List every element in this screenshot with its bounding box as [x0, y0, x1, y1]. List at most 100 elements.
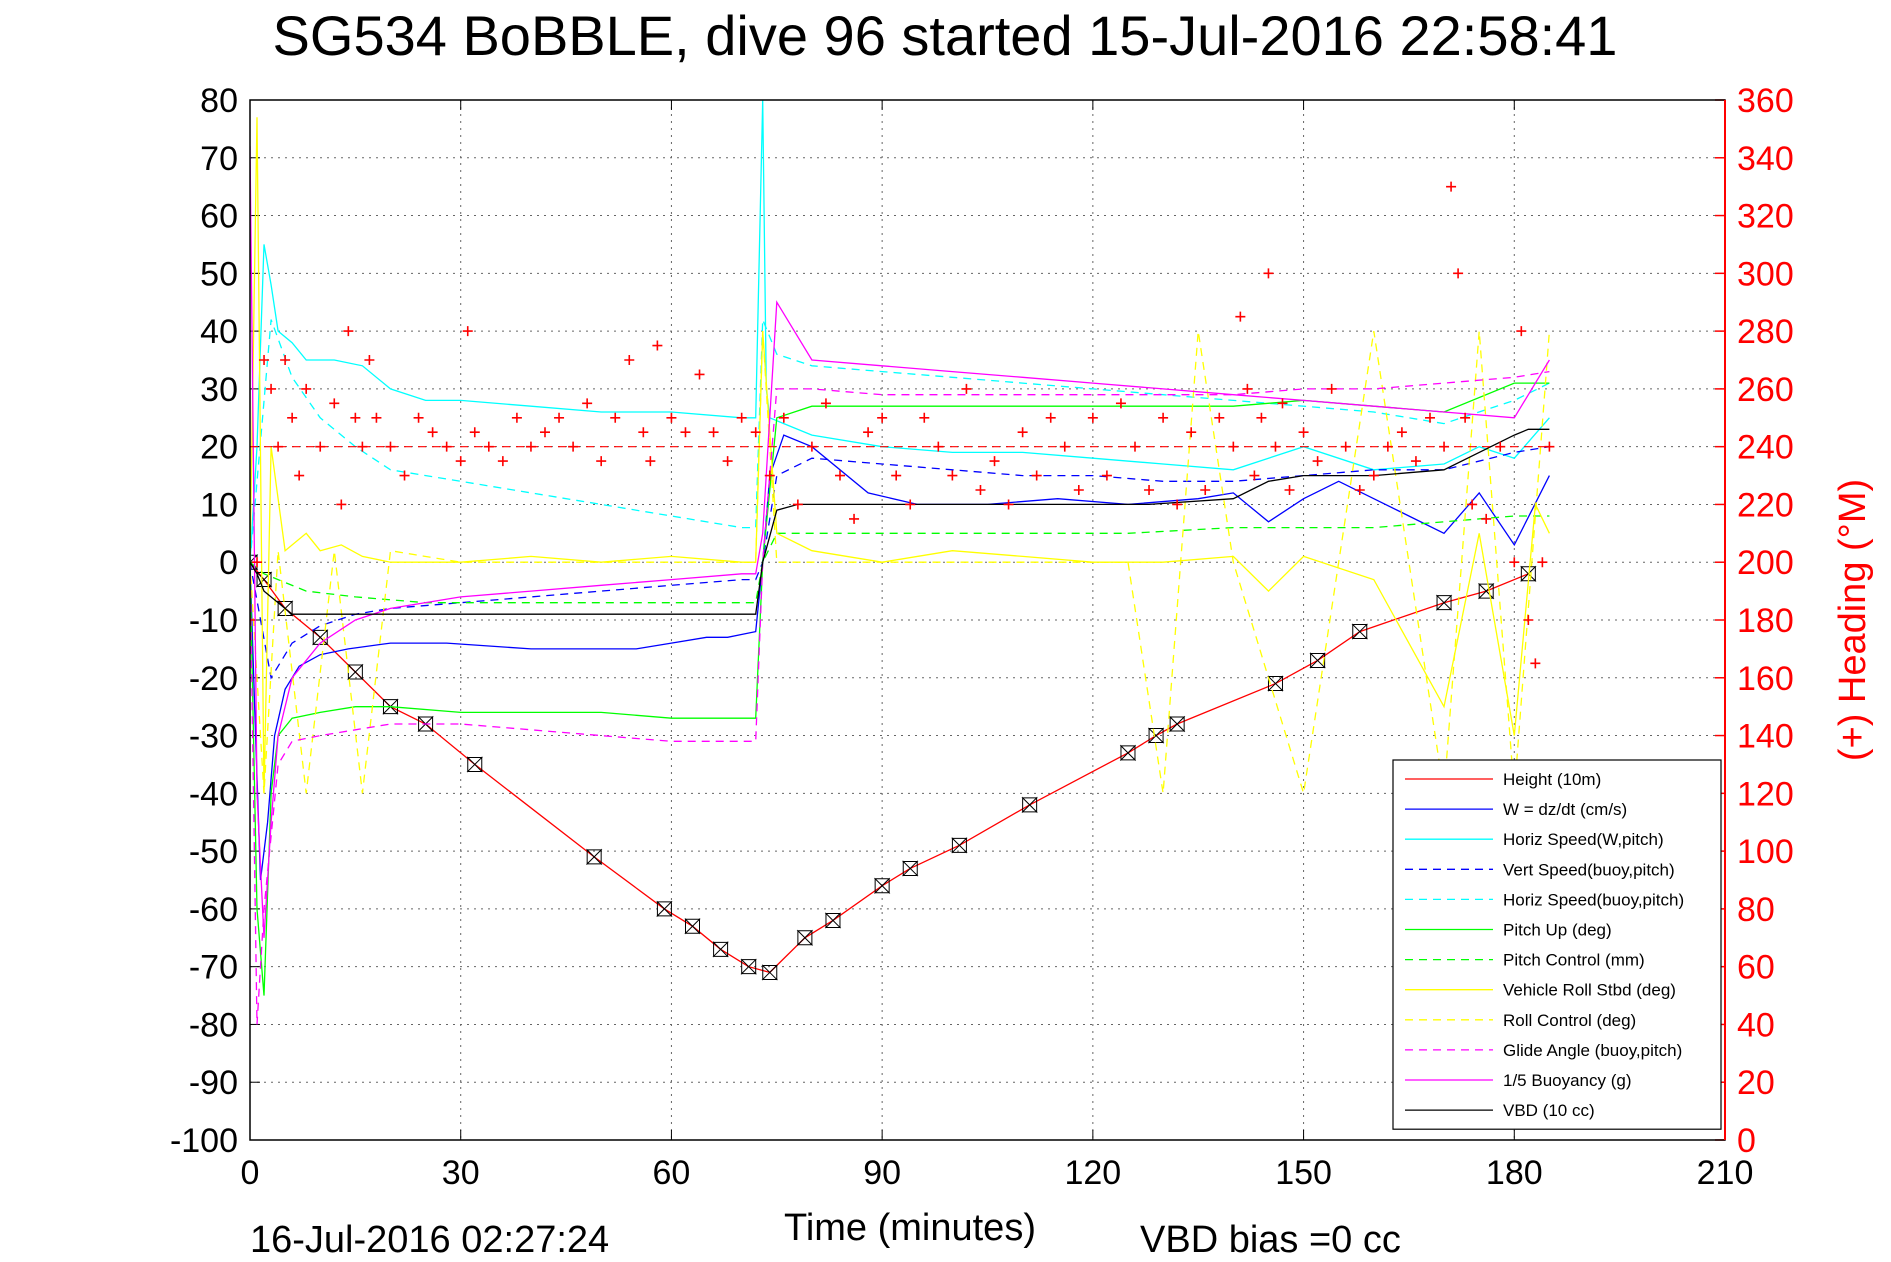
heading-marker — [891, 470, 902, 481]
heading-marker — [1453, 268, 1464, 279]
y2-tick-label: 300 — [1737, 255, 1794, 293]
series-vert-speed-buoy-pitch — [250, 446, 1550, 680]
height-marker — [951, 837, 968, 854]
heading-marker — [877, 412, 888, 423]
heading-marker — [1446, 181, 1457, 192]
heading-marker — [427, 427, 438, 438]
height-marker — [1119, 744, 1137, 762]
x-tick-label: 60 — [653, 1154, 691, 1192]
height-marker — [1168, 715, 1186, 733]
heading-marker — [1115, 398, 1126, 409]
heading-marker — [252, 557, 263, 568]
heading-marker — [1284, 485, 1295, 495]
y-tick-label: 0 — [219, 544, 238, 582]
height-marker — [873, 877, 891, 894]
height-marker — [312, 629, 329, 646]
y-tick-label: -80 — [189, 1006, 238, 1044]
y-tick-label: -60 — [189, 891, 238, 929]
grid — [249, 99, 1726, 1141]
heading-marker — [336, 499, 347, 510]
y2-tick-label: 360 — [1737, 82, 1794, 120]
heading-marker — [1467, 499, 1478, 510]
heading-marker — [1249, 470, 1260, 481]
legend-label: Height (10m) — [1503, 770, 1601, 789]
series-line — [250, 100, 1550, 563]
series-line — [250, 515, 1550, 604]
y2-tick-label: 160 — [1737, 660, 1794, 698]
x-tick-label: 180 — [1486, 1154, 1543, 1192]
series-line — [250, 370, 1550, 1025]
heading-marker — [1460, 412, 1471, 423]
height-marker — [417, 715, 434, 733]
heading-marker — [680, 427, 691, 438]
legend-label: Pitch Control (mm) — [1503, 951, 1645, 970]
legend-label: Horiz Speed(W,pitch) — [1503, 830, 1664, 849]
series-line — [250, 382, 1550, 996]
heading-marker — [694, 369, 705, 380]
y2-tick-label: 280 — [1737, 313, 1794, 351]
legend-label: W = dz/dt (cm/s) — [1503, 800, 1627, 819]
series-line — [250, 319, 1550, 563]
x-axis-label: Time (minutes) — [784, 1207, 1036, 1249]
heading-marker — [820, 398, 831, 409]
series-horiz-speed-w-pitch — [250, 100, 1550, 563]
heading-marker — [540, 427, 550, 438]
legend-label: Horiz Speed(buoy,pitch) — [1503, 890, 1684, 909]
heading-marker — [266, 383, 277, 394]
heading-marker — [947, 470, 958, 481]
height-marker — [796, 929, 814, 946]
heading-marker — [1256, 412, 1267, 423]
heading-marker — [1186, 427, 1197, 438]
heading-marker — [1087, 412, 1098, 423]
legend-label: 1/5 Buoyancy (g) — [1503, 1071, 1632, 1090]
y2-tick-label: 260 — [1737, 371, 1794, 409]
heading-marker — [250, 615, 255, 625]
height-marker — [466, 756, 483, 773]
heading-marker — [1200, 485, 1211, 495]
y-tick-label: 80 — [200, 82, 238, 120]
x-tick-label: 30 — [442, 1154, 480, 1192]
legend-label: VBD (10 cc) — [1503, 1101, 1595, 1120]
series-line — [250, 561, 1529, 974]
series-1-5-buoyancy-g — [250, 146, 1550, 938]
heading-marker — [750, 427, 761, 438]
height-marker — [902, 860, 919, 877]
heading-marker — [610, 412, 621, 423]
legend-label: Glide Angle (buoy,pitch) — [1503, 1041, 1682, 1060]
series-heading — [250, 181, 1555, 669]
height-marker — [1351, 623, 1368, 640]
series-pitch-up-deg — [250, 382, 1550, 996]
heading-marker — [1368, 470, 1379, 481]
heading-marker — [1410, 456, 1421, 467]
heading-marker — [1544, 441, 1555, 452]
heading-marker — [652, 340, 663, 351]
heading-marker — [1045, 412, 1056, 423]
height-marker — [656, 900, 673, 918]
y2-tick-label: 20 — [1737, 1064, 1775, 1102]
y2-tick-label: 220 — [1737, 486, 1794, 524]
legend: Height (10m) W = dz/dt (cm/s) Horiz Speed(… — [1392, 759, 1722, 1130]
heading-marker — [1031, 470, 1042, 481]
series-line — [250, 434, 1550, 881]
heading-marker — [961, 383, 972, 394]
y2-tick-label: 40 — [1737, 1006, 1775, 1044]
y2-tick-labels: 3603403203002802602402202001801601401201… — [1737, 82, 1794, 1160]
y-tick-label: -90 — [189, 1064, 238, 1102]
heading-marker — [863, 427, 874, 438]
heading-marker — [280, 355, 291, 365]
heading-marker — [645, 456, 656, 467]
heading-marker — [736, 412, 747, 423]
heading-marker — [1214, 412, 1225, 423]
heading-marker — [1312, 456, 1323, 467]
heading-marker — [287, 412, 298, 423]
heading-marker — [1354, 485, 1365, 495]
series-pitch-control-mm — [250, 515, 1550, 604]
legend-label: Vehicle Roll Stbd (deg) — [1503, 981, 1676, 1000]
y-tick-label: -40 — [189, 775, 238, 813]
heading-marker — [1481, 513, 1492, 524]
heading-marker — [1509, 557, 1520, 568]
y-tick-label: -100 — [170, 1122, 238, 1160]
x-tick-label: 150 — [1275, 1154, 1332, 1192]
height-marker — [1267, 675, 1284, 692]
